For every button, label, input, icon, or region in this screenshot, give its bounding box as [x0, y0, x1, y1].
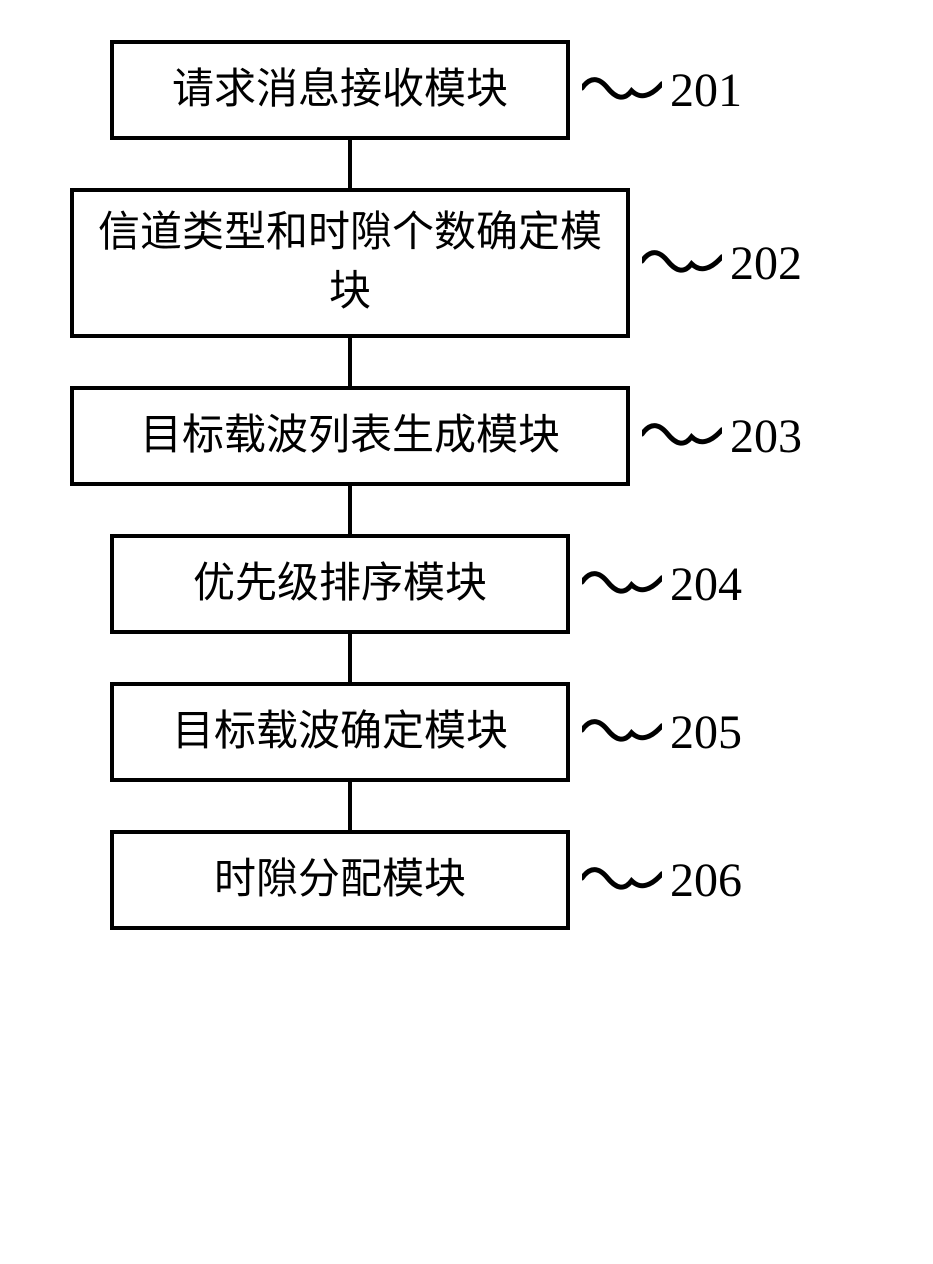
flowchart-edge	[70, 140, 630, 188]
flowchart-node-n3: 目标载波列表生成模块	[70, 386, 630, 486]
flowchart-node-n1: 请求消息接收模块	[110, 40, 570, 140]
vertical-connector-line	[348, 634, 352, 682]
flowchart-diagram: 请求消息接收模块 201 信道类型和时隙个数确定模块 202 目标载波列表生成模块 203…	[70, 40, 870, 930]
wave-connector-icon	[582, 858, 662, 903]
wave-connector-icon	[642, 414, 722, 459]
vertical-connector-line	[348, 338, 352, 386]
wave-connector-icon	[582, 562, 662, 607]
flowchart-node-row: 请求消息接收模块 201	[110, 40, 870, 140]
flowchart-node-row: 信道类型和时隙个数确定模块 202	[70, 188, 870, 338]
vertical-connector-line	[348, 486, 352, 534]
flowchart-edge	[70, 486, 630, 534]
node-label-n3: 203	[730, 409, 802, 464]
node-label-n4: 204	[670, 557, 742, 612]
flowchart-node-row: 目标载波列表生成模块 203	[70, 386, 870, 486]
node-label-n2: 202	[730, 236, 802, 291]
vertical-connector-line	[348, 782, 352, 830]
flowchart-node-n5: 目标载波确定模块	[110, 682, 570, 782]
flowchart-node-n6: 时隙分配模块	[110, 830, 570, 930]
flowchart-node-n2: 信道类型和时隙个数确定模块	[70, 188, 630, 338]
flowchart-node-n4: 优先级排序模块	[110, 534, 570, 634]
wave-connector-icon	[582, 68, 662, 113]
flowchart-node-row: 目标载波确定模块 205	[110, 682, 870, 782]
wave-connector-icon	[642, 241, 722, 286]
wave-connector-icon	[582, 710, 662, 755]
vertical-connector-line	[348, 140, 352, 188]
flowchart-node-row: 时隙分配模块 206	[110, 830, 870, 930]
flowchart-edge	[70, 782, 630, 830]
flowchart-node-row: 优先级排序模块 204	[110, 534, 870, 634]
flowchart-edge	[70, 634, 630, 682]
node-label-n1: 201	[670, 63, 742, 118]
node-label-n6: 206	[670, 853, 742, 908]
flowchart-edge	[70, 338, 630, 386]
node-label-n5: 205	[670, 705, 742, 760]
